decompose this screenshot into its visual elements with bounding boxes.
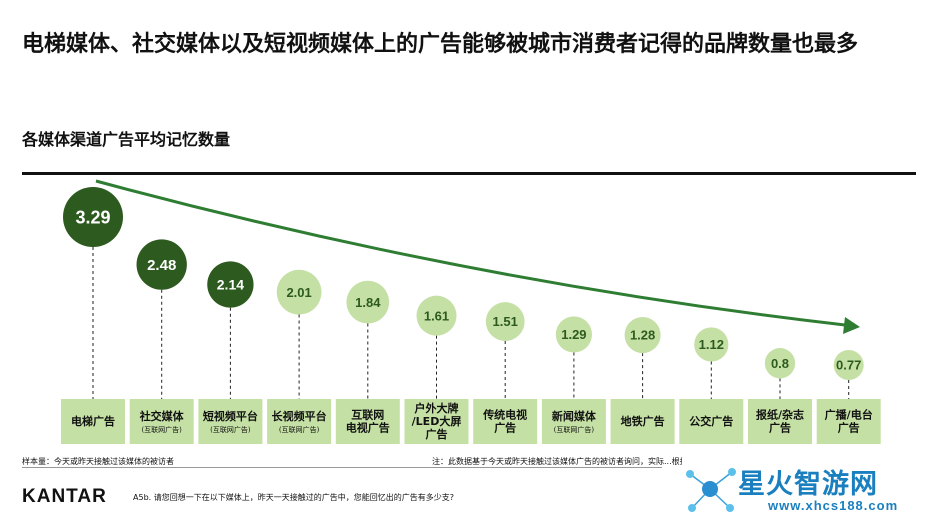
category-box bbox=[541, 399, 606, 444]
value-bubble bbox=[136, 239, 187, 290]
value-label: 0.77 bbox=[836, 358, 861, 373]
value-bubble bbox=[207, 261, 254, 308]
category-label: 新闻媒体 bbox=[552, 409, 597, 423]
category-box bbox=[748, 399, 812, 444]
category-box bbox=[610, 399, 675, 444]
value-label: 1.28 bbox=[630, 328, 655, 343]
value-bubble bbox=[833, 350, 864, 380]
category-box bbox=[473, 399, 538, 444]
value-label: 2.01 bbox=[286, 285, 311, 300]
chart-subtitle: 各媒体渠道广告平均记忆数量 bbox=[22, 130, 231, 149]
category-label: 互联网电视广告 bbox=[346, 408, 390, 435]
category-sublabel: (互联网广告) bbox=[141, 425, 182, 434]
trend-arrow bbox=[95, 179, 846, 327]
note-footnote: 注：此数据基于今天或昨天接触过该媒体广告的被访者询问，实际...根据所有媒体广告… bbox=[432, 457, 682, 466]
value-label: 3.29 bbox=[75, 207, 110, 227]
category-label: 短视频平台 bbox=[203, 409, 258, 423]
category-label: 地铁广告 bbox=[621, 414, 665, 428]
value-bubble bbox=[555, 316, 592, 353]
category-sublabel: (互联网广告) bbox=[554, 425, 595, 434]
watermark: 星火智游网 www.xhcs188.com bbox=[680, 462, 930, 517]
value-bubble bbox=[416, 295, 457, 336]
category-box bbox=[61, 399, 125, 444]
trend-arrowhead bbox=[843, 317, 860, 334]
value-label: 1.84 bbox=[355, 295, 381, 310]
value-bubble bbox=[485, 302, 525, 341]
value-label: 2.48 bbox=[147, 257, 176, 274]
category-label: 公交广告 bbox=[689, 414, 733, 428]
watermark-url: www.xhcs188.com bbox=[768, 498, 899, 513]
category-box bbox=[198, 399, 263, 444]
category-label: 电梯广告 bbox=[71, 414, 115, 428]
category-label: 广播/电台广告 bbox=[825, 408, 873, 435]
page-title: 电梯媒体、社交媒体以及短视频媒体上的广告能够被城市消费者记得的品牌数量也最多 bbox=[22, 32, 859, 57]
category-box bbox=[335, 399, 400, 444]
watermark-title: 星火智游网 bbox=[738, 469, 878, 500]
value-bubble bbox=[346, 280, 390, 324]
sample-footnote: 样本量：今天或昨天接触过该媒体的被访者 bbox=[22, 457, 174, 466]
category-label: 传统电视广告 bbox=[482, 408, 527, 435]
value-label: 1.61 bbox=[424, 308, 449, 323]
value-bubble bbox=[276, 269, 322, 315]
value-bubble bbox=[764, 348, 796, 379]
category-sublabel: (互联网广告) bbox=[210, 425, 251, 434]
category-label: 长视频平台 bbox=[272, 409, 327, 423]
value-label: 1.51 bbox=[493, 314, 518, 329]
survey-question: A5b. 请您回想一下在以下媒体上，昨天一天接触过的广告中，您能回忆出的广告有多… bbox=[133, 493, 454, 502]
category-box bbox=[129, 399, 194, 444]
network-logo-icon bbox=[686, 468, 736, 512]
category-label: 户外大牌/LED大屏广告 bbox=[412, 401, 462, 441]
value-bubble bbox=[694, 327, 729, 362]
category-label: 报纸/杂志广告 bbox=[756, 408, 804, 435]
value-label: 1.29 bbox=[561, 327, 586, 342]
category-box bbox=[267, 399, 332, 444]
footer-divider bbox=[22, 467, 662, 468]
category-box bbox=[816, 399, 881, 444]
value-label: 1.12 bbox=[699, 337, 724, 352]
value-bubble bbox=[624, 317, 661, 354]
value-bubble bbox=[63, 187, 123, 247]
category-box bbox=[404, 399, 469, 444]
value-label: 0.8 bbox=[771, 356, 789, 371]
category-label: 社交媒体 bbox=[139, 409, 185, 423]
divider-line bbox=[22, 172, 916, 175]
kantar-logo: KANTAR bbox=[22, 486, 107, 507]
category-box bbox=[679, 399, 744, 444]
value-label: 2.14 bbox=[217, 277, 244, 293]
category-sublabel: (互联网广告) bbox=[279, 425, 320, 434]
